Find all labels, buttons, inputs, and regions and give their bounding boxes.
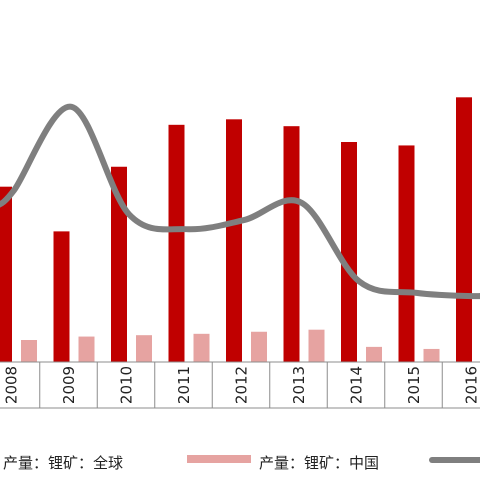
x-tick-label: 2012 <box>233 366 251 404</box>
x-tick-label: 2011 <box>175 366 193 404</box>
bar-global-2008 <box>0 186 12 362</box>
bar-china-2011 <box>193 333 210 362</box>
legend-label-china: 产量：锂矿：中国 <box>259 454 379 472</box>
x-tick-label: 2010 <box>118 366 136 404</box>
legend-label-global: 产量：锂矿：全球 <box>3 454 123 472</box>
bar-global-2016 <box>456 97 472 362</box>
bar-global-2013 <box>283 126 300 362</box>
bar-global-2011 <box>168 124 185 362</box>
bars <box>0 97 472 362</box>
bar-china-2013 <box>308 329 325 362</box>
bar-china-2010 <box>136 335 152 362</box>
x-tick-label: 2009 <box>60 366 78 404</box>
bar-china-2009 <box>78 336 95 362</box>
bar-china-2008 <box>21 340 37 362</box>
x-tick-label: 2013 <box>290 366 308 404</box>
x-tick-label: 2014 <box>348 366 366 404</box>
bar-china-2015 <box>423 348 440 362</box>
bar-global-2010 <box>111 166 127 362</box>
ratio-line <box>0 103 480 300</box>
bar-china-2014 <box>366 346 382 362</box>
plot-area: 2008 2009 2010 2011 2012 2013 2014 2015 2016 <box>0 97 480 409</box>
x-tick-label: 2016 <box>463 366 480 404</box>
x-ticks: 2008 2009 2010 2011 2012 2013 2014 2015 2016 <box>0 362 480 409</box>
bar-global-2014 <box>341 142 357 362</box>
x-tick-label: 2008 <box>3 366 21 404</box>
bar-china-2012 <box>251 331 267 362</box>
bar-global-2009 <box>53 231 70 362</box>
bar-global-2015 <box>398 145 415 362</box>
legend-swatch-china <box>187 455 251 463</box>
bar-global-2012 <box>226 119 242 362</box>
x-tick-label: 2015 <box>405 366 423 404</box>
legend: 产量：锂矿：全球 产量：锂矿：中国 <box>3 454 480 472</box>
